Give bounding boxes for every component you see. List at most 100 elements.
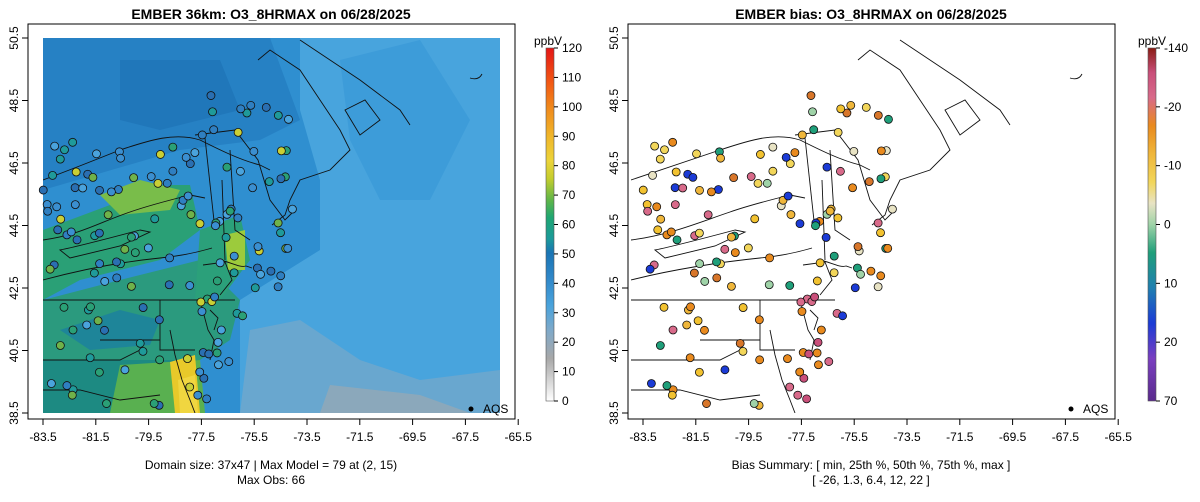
y-tick-label: 50.5 [607,26,621,50]
bias-station-marker [790,148,800,157]
bias-station-marker [873,282,883,292]
x-tick-label: -79.5 [135,430,163,444]
bias-station-marker [822,162,832,172]
bias-station-marker [783,191,793,201]
bias-station-marker [785,281,795,290]
aqs-station-marker [94,228,104,238]
bias-station-marker [686,302,695,312]
right-colorbar-unit: ppbV [1138,34,1166,48]
y-tick-label: 44.5 [7,213,21,237]
bias-station-marker [638,185,648,195]
left-x-axis: -83.5 -81.5 -79.5 -77.5 -75.5 -73.5 -71.5 -69.5… [29,419,532,444]
bias-station-marker [783,354,792,364]
aqs-station-marker [62,381,72,390]
bias-station-marker [692,149,701,159]
left-y-axis: 38.5 40.5 42.5 44.5 46.5 48.5 50.5 [7,26,28,425]
y-tick-label: 40.5 [7,338,21,362]
aqs-station-marker [70,200,80,210]
aqs-station-marker [288,204,297,214]
aqs-station-marker [43,206,53,216]
right-bias-markers [638,91,897,410]
x-tick-label: -71.5 [946,430,974,444]
left-footer-line2: Max Obs: 66 [237,473,305,487]
aqs-station-marker [242,108,252,118]
left-panel: EMBER 36km: O3_8HRMAX on 06/28/2025 [7,6,582,487]
right-colorbar-ticks: 70 20 10 0 -10 -20 -140 [1156,41,1188,408]
y-tick-label: 48.5 [607,88,621,112]
bias-station-marker [856,269,865,279]
aqs-station-marker [38,185,48,195]
bias-station-marker [813,337,823,347]
bias-station-marker [786,210,796,219]
left-model-field [43,38,500,413]
aqs-station-marker [67,390,77,400]
x-tick-label: -75.5 [241,430,269,444]
bias-station-marker [812,276,822,286]
bias-station-marker [829,268,839,278]
aqs-station-marker [94,367,104,377]
x-tick-label: -65.5 [1105,430,1133,444]
aqs-station-marker [95,185,104,195]
x-tick-label: -77.5 [788,430,816,444]
aqs-station-marker [214,360,223,370]
aqs-station-marker [236,104,246,114]
right-chart-title: EMBER bias: O3_8HRMAX on 06/28/2025 [735,6,1007,22]
bias-station-marker [694,228,704,238]
bias-station-marker [667,390,677,400]
y-tick-label: 38.5 [607,401,621,425]
bias-station-marker [814,360,823,370]
aqs-station-marker [273,282,283,292]
aqs-station-marker [266,266,276,276]
bias-station-marker [716,153,725,163]
bias-station-marker [754,315,764,325]
aqs-station-marker [53,225,63,235]
bias-station-marker [861,102,871,112]
bias-station-marker [693,316,703,326]
aqs-station-marker [55,154,65,164]
colorbar-tick-label: 110 [562,70,581,84]
y-tick-label: 38.5 [7,401,21,425]
aqs-station-marker [261,102,271,112]
x-tick-label: -83.5 [629,430,657,444]
bias-station-marker [876,174,886,184]
bias-station-marker [703,210,713,220]
aqs-station-marker [127,232,136,242]
bias-station-marker [700,325,709,335]
bias-station-marker [850,283,860,293]
aqs-station-marker [78,183,88,193]
bias-station-marker [689,268,699,278]
aqs-station-marker [120,365,130,375]
bias-station-marker [652,202,662,212]
aqs-station-marker [59,302,69,312]
bias-station-marker [804,349,814,359]
bias-station-marker [643,206,653,216]
right-map-outline [631,39,1083,413]
bias-station-marker [750,214,760,224]
aqs-station-marker [71,167,81,177]
bias-station-marker [768,166,778,176]
aqs-station-marker [276,174,286,184]
bias-station-marker [793,390,803,400]
bias-station-marker [762,178,772,188]
aqs-station-marker [68,325,78,335]
aqs-station-marker [68,137,78,147]
bias-station-marker [873,110,883,120]
aqs-station-marker [229,251,239,261]
bias-station-marker [659,302,669,312]
aqs-station-marker [199,373,209,383]
bias-station-marker [653,225,663,235]
colorbar-tick-label: 60 [562,218,576,232]
colorbar-tick-label: 20 [562,335,576,349]
colorbar-tick-label: 120 [562,41,582,55]
aqs-station-marker [212,276,222,286]
x-tick-label: -79.5 [735,430,763,444]
bias-station-marker [796,297,806,307]
x-tick-label: -69.5 [999,430,1027,444]
x-tick-label: -69.5 [399,430,427,444]
aqs-station-marker [92,149,101,159]
aqs-station-marker [206,91,216,100]
aqs-station-marker [70,183,80,193]
left-colorbar [545,47,555,402]
aqs-station-marker [250,283,260,293]
